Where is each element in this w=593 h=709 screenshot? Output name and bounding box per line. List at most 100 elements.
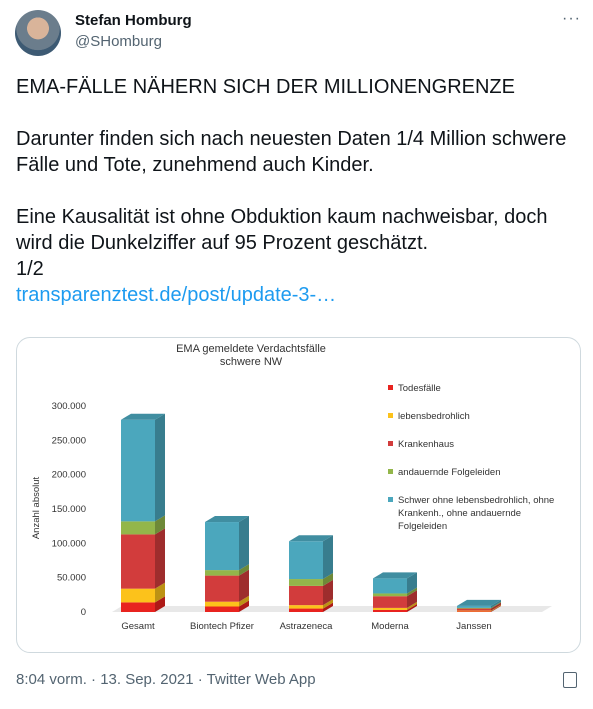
tweet-footer: 8:04 vorm. · 13. Sep. 2021 · Twitter Web… — [16, 671, 316, 688]
legend-label: Todesfälle — [398, 383, 441, 394]
chart-card[interactable]: EMA gemeldete Verdachtsfälle schwere NW … — [16, 337, 581, 653]
link[interactable]: transparenztest.de/post/update-3-… — [16, 284, 337, 306]
legend: Todesfälle lebensbedrohlich Krankenhaus and… — [386, 382, 566, 532]
bar-top — [289, 535, 333, 542]
x-tick-label: Janssen — [456, 621, 491, 632]
x-tick-label: Moderna — [371, 621, 409, 632]
bar-top — [457, 599, 501, 606]
bar — [289, 605, 323, 609]
bar-side — [323, 535, 333, 580]
bar — [205, 522, 239, 571]
legend-swatch — [388, 497, 393, 502]
bar — [289, 541, 323, 580]
bar — [121, 534, 155, 589]
y-tick-label: 300.000 — [52, 401, 86, 412]
bar-side — [491, 602, 501, 611]
legend-item: lebensbedrohlich — [386, 410, 566, 438]
bar-side — [407, 587, 417, 597]
bar — [457, 607, 491, 609]
legend-label: lebensbedrohlich — [398, 411, 470, 422]
bar — [373, 609, 407, 612]
bar-side — [323, 573, 333, 586]
x-tick-label: Gesamt — [121, 621, 155, 632]
legend-swatch — [388, 469, 393, 474]
legend-label: Krankenhaus — [398, 439, 454, 450]
bar-top — [373, 572, 417, 579]
bar — [121, 588, 155, 603]
legend-swatch — [388, 441, 393, 446]
bar — [457, 608, 491, 611]
legend-swatch — [388, 385, 393, 390]
legend-item: Schwer ohne lebensbedrohlich, ohne Krank… — [386, 494, 566, 532]
bar — [289, 579, 323, 586]
chart-title: EMA gemeldete Verdachtsfälle — [176, 343, 326, 355]
legend-item: Todesfälle — [386, 382, 566, 410]
bar-side — [155, 582, 165, 603]
bar — [205, 575, 239, 602]
bar — [289, 608, 323, 612]
bar-side — [407, 603, 417, 612]
bar-side — [155, 596, 165, 612]
bar — [205, 570, 239, 576]
y-tick-label: 50.000 — [57, 573, 86, 584]
y-tick-label: 200.000 — [52, 470, 86, 481]
bar-side — [239, 516, 249, 571]
bar-side — [407, 590, 417, 608]
chart: EMA gemeldete Verdachtsfälle schwere NW … — [31, 343, 552, 632]
bar — [289, 585, 323, 606]
bar — [205, 606, 239, 612]
bar — [121, 419, 155, 522]
bar-side — [155, 413, 165, 522]
bar — [121, 602, 155, 612]
bar — [205, 601, 239, 607]
bar — [457, 610, 491, 612]
paragraph: EMA-FÄLLE NÄHERN SICH DER MILLIONENGRENZ… — [16, 76, 515, 98]
y-tick-label: 0 — [81, 607, 86, 618]
tweet-text: EMA-FÄLLE NÄHERN SICH DER MILLIONENGRENZ… — [16, 74, 582, 308]
source-icon[interactable] — [563, 672, 577, 688]
bar-side — [239, 569, 249, 602]
legend-item: Krankenhaus — [386, 438, 566, 466]
bar-side — [239, 600, 249, 612]
bar-side — [239, 595, 249, 607]
bar-side — [407, 601, 417, 610]
bar-top — [205, 516, 249, 523]
avatar[interactable] — [15, 10, 61, 56]
author-name[interactable]: Stefan Homburg — [75, 12, 192, 29]
bar-side — [155, 515, 165, 535]
bar — [457, 605, 491, 608]
paragraph: Darunter finden sich nach neuesten Daten… — [16, 128, 567, 176]
x-tick-label: Biontech Pfizer — [190, 621, 254, 632]
bar-side — [323, 602, 333, 612]
x-tick-label: Astrazeneca — [280, 621, 334, 632]
chart-subtitle: schwere NW — [220, 356, 283, 368]
bar — [373, 593, 407, 597]
bar-side — [239, 564, 249, 576]
bar-top — [121, 413, 165, 420]
bar-side — [407, 572, 417, 594]
bar-side — [155, 528, 165, 589]
bar-side — [491, 601, 501, 609]
thread-marker: 1/2 — [16, 258, 44, 280]
legend-label: andauernde Folgeleiden — [398, 467, 501, 478]
y-tick-label: 150.000 — [52, 504, 86, 515]
legend-swatch — [388, 413, 393, 418]
bar — [121, 521, 155, 535]
bar — [373, 607, 407, 610]
legend-label: Schwer ohne lebensbedrohlich, ohne Krank… — [398, 495, 555, 532]
bar-side — [323, 579, 333, 606]
y-axis-label: Anzahl absolut — [31, 476, 42, 539]
legend-item: andauernde Folgeleiden — [386, 466, 566, 494]
bar — [373, 596, 407, 608]
bar — [457, 611, 491, 612]
paragraph: Eine Kausalität ist ohne Obduktion kaum … — [16, 206, 548, 254]
author-handle[interactable]: @SHomburg — [75, 33, 162, 50]
bar-side — [323, 599, 333, 609]
bar — [373, 578, 407, 594]
bar-side — [491, 599, 501, 608]
bar-side — [491, 604, 501, 612]
y-tick-label: 250.000 — [52, 435, 86, 446]
more-button[interactable]: ··· — [562, 10, 581, 27]
y-tick-label: 100.000 — [52, 538, 86, 549]
